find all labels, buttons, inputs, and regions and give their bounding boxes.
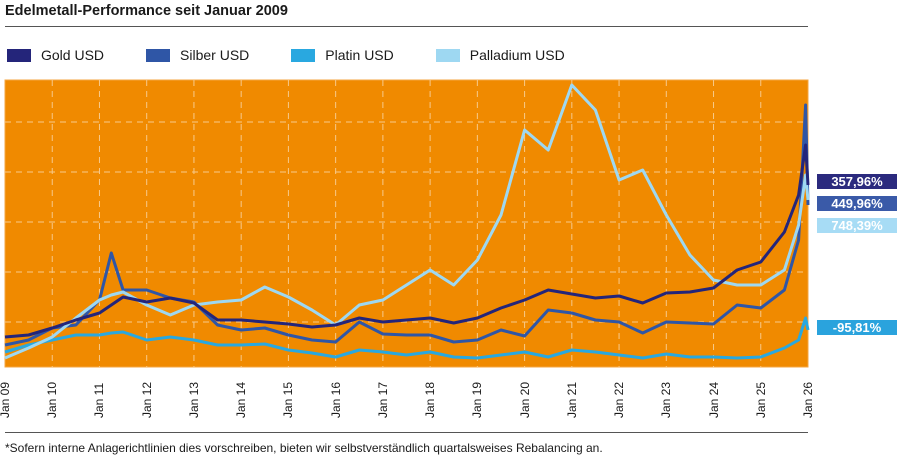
legend-item-platin: Platin USD bbox=[291, 47, 394, 63]
x-tick-label: Jan 23 bbox=[659, 381, 674, 418]
x-tick-label: Jan 18 bbox=[423, 381, 438, 418]
x-tick-label: Jan 11 bbox=[92, 382, 107, 418]
x-tick-label: Jan 26 bbox=[801, 381, 815, 418]
x-tick-label: Jan 22 bbox=[612, 381, 627, 418]
series-line-gold bbox=[4, 143, 810, 339]
x-tick-label: Jan 15 bbox=[281, 381, 296, 418]
end-label-silber: 449,96% bbox=[817, 196, 897, 211]
legend-label: Silber USD bbox=[180, 47, 250, 63]
legend-swatch bbox=[435, 48, 460, 62]
x-tick-label: Jan 21 bbox=[564, 381, 579, 418]
series-line-platin bbox=[4, 316, 810, 360]
chart-title: Edelmetall-Performance seit Januar 2009 bbox=[5, 3, 288, 19]
end-label-gold: 357,96% bbox=[817, 174, 897, 189]
legend-item-palladium: Palladium USD bbox=[435, 47, 565, 63]
legend-item-silber: Silber USD bbox=[146, 47, 249, 63]
x-tick-label: Jan 17 bbox=[375, 381, 390, 418]
title-divider bbox=[5, 26, 808, 27]
legend-swatch bbox=[291, 48, 316, 62]
x-tick-label: Jan 20 bbox=[517, 381, 532, 418]
end-label-platin: -95,81% bbox=[817, 320, 897, 335]
x-tick-label: Jan 19 bbox=[470, 381, 485, 418]
legend-item-gold: Gold USD bbox=[7, 47, 104, 63]
x-tick-label: Jan 14 bbox=[234, 381, 249, 418]
x-tick-label: Jan 16 bbox=[328, 381, 343, 418]
end-label-palladium: 748,39% bbox=[817, 218, 897, 233]
x-tick-label: Jan 25 bbox=[753, 381, 768, 418]
x-tick-label: Jan 13 bbox=[186, 381, 201, 418]
legend-label: Platin USD bbox=[325, 47, 394, 63]
series-line-palladium bbox=[4, 83, 810, 360]
legend: Gold USD Silber USD Platin USD Palladium… bbox=[7, 47, 607, 63]
legend-label: Palladium USD bbox=[469, 47, 565, 63]
series-line-silber bbox=[4, 103, 810, 347]
x-tick-label: Jan 24 bbox=[706, 381, 721, 418]
legend-label: Gold USD bbox=[41, 47, 105, 63]
legend-swatch bbox=[146, 48, 171, 62]
footnote: *Sofern interne Anlagerichtlinien dies v… bbox=[5, 441, 603, 455]
x-tick-label: Jan 10 bbox=[45, 381, 60, 418]
x-tick-label: Jan 12 bbox=[139, 381, 154, 418]
footer-divider bbox=[5, 432, 808, 433]
legend-swatch bbox=[7, 48, 31, 62]
x-tick-label: Jan 09 bbox=[0, 381, 12, 418]
